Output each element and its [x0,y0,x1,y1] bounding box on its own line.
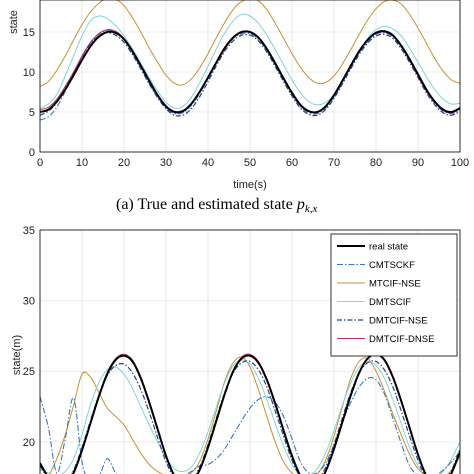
bottom-y-tick-labels: 20 25 30 35 [23,225,35,449]
legend-label: real state [369,242,408,253]
y-tick-label: 5 [29,107,35,119]
series-line-cmtsckf [40,29,460,121]
legend-label: MTCIF-NSE [369,279,421,290]
top-x-tick-labels: 0 10 20 30 40 50 60 70 80 90 100 [37,157,469,169]
legend-label: DMTCIF-DNSE [369,334,434,345]
x-tick-label: 90 [412,157,424,169]
legend: real state CMTSCKF MTCIF-NSE DMTSCIF DMTCIF-… [330,233,458,357]
x-tick-label: 0 [37,157,43,169]
top-chart: 0 10 20 30 40 50 60 70 80 90 100 0 5 10 15 time(s) st… [8,0,469,191]
bottom-axes-frame [39,229,461,474]
x-tick-label: 100 [451,157,469,169]
y-tick-label: 30 [23,296,35,308]
top-y-axis-label: state [8,10,20,34]
legend-label: DMTCIF-NSE [369,316,428,327]
bottom-series-lines [40,353,460,474]
x-tick-label: 40 [202,157,214,169]
top-series-lines [40,0,460,121]
top-x-axis-label: time(s) [233,179,267,191]
y-tick-label: 15 [23,27,35,39]
x-tick-label: 80 [370,157,382,169]
x-tick-label: 20 [118,157,130,169]
y-tick-label: 35 [23,225,35,237]
caption-a-prefix: (a) True and estimated state [116,196,297,213]
series-line-dmtscif [40,13,460,109]
series-line-cmtsckf [40,376,460,474]
bottom-y-axis-label: state(m) [11,335,23,375]
y-tick-label: 25 [23,366,35,378]
x-tick-label: 50 [244,157,256,169]
series-line-mtcif-nse [49,356,460,474]
series-line-real-state [40,353,460,474]
y-tick-label: 10 [23,67,35,79]
series-line-dmtcif-nse [40,360,460,474]
legend-box [330,233,458,357]
x-tick-label: 30 [160,157,172,169]
series-line-dmtcif-nse [40,32,460,117]
y-tick-label: 0 [29,147,35,159]
x-tick-label: 60 [286,157,298,169]
top-y-tick-labels: 0 5 10 15 [23,27,35,159]
caption-a-subscript: k,x [305,203,318,215]
caption-a-symbol: p [296,196,305,213]
caption-a: (a) True and estimated state pk,x [116,196,317,215]
bottom-chart: 20 25 30 35 state(m) real state CMTSCKF MTCIF… [11,225,461,474]
x-tick-label: 10 [76,157,88,169]
x-tick-label: 70 [328,157,340,169]
series-line-real-state [40,30,460,114]
y-tick-label: 20 [23,437,35,449]
legend-label: CMTSCKF [369,260,415,271]
top-axes-frame [39,0,461,153]
legend-label: DMTSCIF [369,297,411,308]
